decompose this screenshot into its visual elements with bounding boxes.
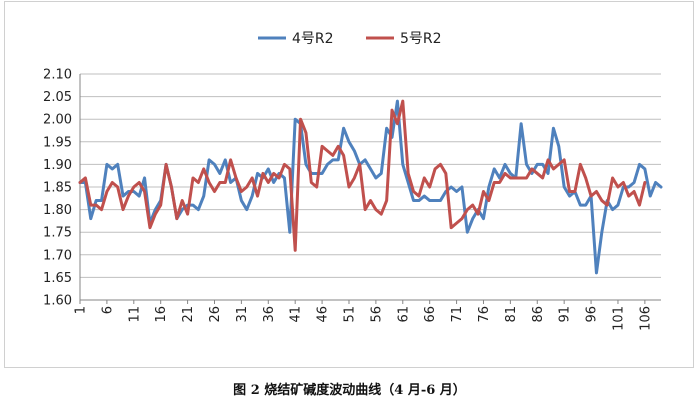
series-line-1 — [78, 99, 647, 252]
y-tick-label: 1.80 — [43, 203, 72, 218]
x-tick-label: 6 — [100, 306, 115, 314]
chart-svg: 1.60 1.65 1.70 1.75 1.80 1.85 1.90 1.95 2.00 2.05… — [4, 1, 694, 368]
x-tick-label: 11 — [127, 306, 142, 323]
y-tick-label: 1.85 — [43, 181, 72, 196]
x-tick-label: 41 — [289, 306, 304, 323]
x-tick-label: 71 — [450, 306, 465, 323]
y-tick-label: 2.10 — [43, 68, 72, 83]
x-tick-label: 46 — [316, 306, 331, 323]
y-tick-label: 1.90 — [43, 158, 72, 173]
x-tick-label: 76 — [477, 306, 492, 323]
x-tick-label: 106 — [638, 306, 653, 331]
y-tick-label: 2.05 — [43, 90, 72, 105]
x-tick-label: 96 — [585, 306, 600, 323]
x-tick-label: 81 — [504, 306, 519, 323]
y-tick-label: 1.75 — [43, 226, 72, 241]
series-layer — [78, 99, 663, 275]
x-tick-label: 16 — [154, 306, 169, 323]
y-tick-label: 2.00 — [43, 113, 72, 128]
x-tick-label: 1 — [74, 306, 89, 314]
legend-label-1: 5号R2 — [400, 31, 442, 47]
y-tick-label: 1.65 — [43, 271, 72, 286]
x-tick-label: 101 — [611, 306, 626, 331]
x-tick-label: 26 — [208, 306, 223, 323]
x-tick-label: 61 — [396, 306, 411, 323]
x-tick-label: 36 — [262, 306, 277, 323]
y-tick-label: 1.95 — [43, 135, 72, 150]
figure-caption: 图 2 烧结矿碱度波动曲线（4 月-6 月） — [233, 383, 466, 398]
legend-label-0: 4号R2 — [292, 31, 334, 47]
x-tick-label: 66 — [423, 306, 438, 323]
x-tick-label: 21 — [181, 306, 196, 323]
x-tick-label: 91 — [558, 306, 573, 323]
y-tick-label: 1.70 — [43, 248, 72, 263]
x-tick-label: 86 — [531, 306, 546, 323]
axis-layer: 1.60 1.65 1.70 1.75 1.80 1.85 1.90 1.95 2.00 2.05… — [43, 68, 661, 331]
legend: 4号R2 5号R2 — [258, 31, 442, 47]
x-tick-label: 31 — [235, 306, 250, 323]
x-tick-label: 56 — [369, 306, 384, 323]
y-tick-label: 1.60 — [43, 294, 72, 309]
x-tick-label: 51 — [342, 306, 357, 323]
